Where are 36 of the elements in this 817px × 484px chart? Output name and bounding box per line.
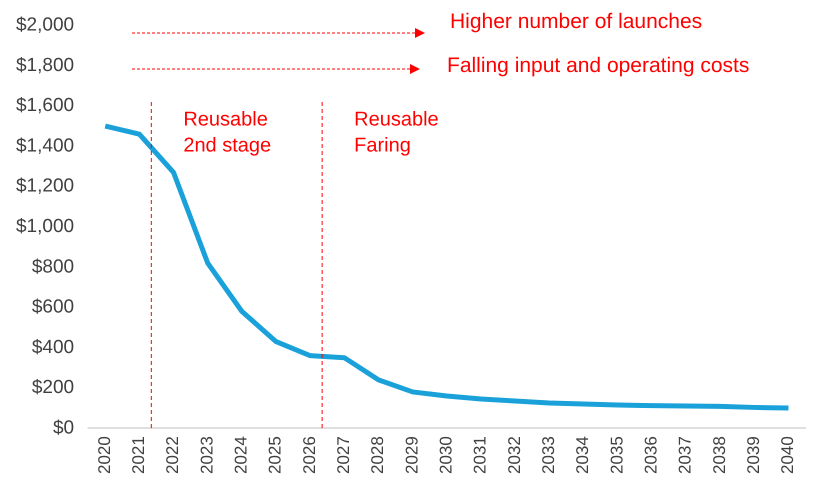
y-tick-label: $800 bbox=[32, 256, 74, 278]
x-tick-label: 2040 bbox=[778, 436, 798, 474]
x-tick-label: 2024 bbox=[232, 436, 251, 474]
x-tick-label: 2028 bbox=[368, 436, 388, 474]
x-tick-label: 2022 bbox=[163, 436, 182, 474]
y-tick-label: $1,400 bbox=[16, 135, 74, 156]
y-tick-label: $600 bbox=[32, 296, 74, 318]
y-tick-label: $200 bbox=[32, 377, 74, 398]
annotation: Falling input and operating costs bbox=[447, 54, 750, 78]
y-tick-label: $1,800 bbox=[16, 54, 74, 76]
x-tick-label: 2031 bbox=[470, 436, 490, 474]
x-tick-label: 2033 bbox=[539, 436, 558, 474]
x-tick-label: 2038 bbox=[710, 436, 729, 474]
x-tick-label: 2029 bbox=[402, 436, 422, 474]
annotation: Higher number of launches bbox=[450, 10, 702, 34]
x-tick-label: 2036 bbox=[641, 436, 660, 474]
x-tick-label: 2037 bbox=[676, 436, 695, 474]
y-tick-label: $1,000 bbox=[16, 216, 74, 238]
x-tick-label: 2020 bbox=[94, 436, 114, 474]
y-tick-label: $400 bbox=[32, 336, 74, 358]
ref-line-label: Reusable Faring bbox=[354, 108, 439, 157]
x-tick-label: 2026 bbox=[300, 436, 319, 474]
y-tick-label: $0 bbox=[52, 417, 74, 438]
x-tick-label: 2034 bbox=[573, 436, 592, 474]
ref-line-label: Reusable 2nd stage bbox=[183, 108, 272, 157]
y-tick-label: $2,000 bbox=[16, 14, 74, 36]
x-tick-label: 2035 bbox=[607, 436, 626, 474]
x-tick-label: 2030 bbox=[436, 436, 456, 474]
x-tick-label: 2027 bbox=[334, 436, 354, 474]
x-tick-label: 2021 bbox=[129, 436, 148, 474]
x-tick-label: 2023 bbox=[197, 436, 216, 474]
y-tick-label: $1,200 bbox=[16, 176, 74, 197]
x-tick-label: 2025 bbox=[266, 436, 285, 474]
x-tick-label: 2032 bbox=[504, 436, 524, 474]
x-tick-label: 2039 bbox=[744, 436, 763, 474]
y-tick-label: $1,600 bbox=[16, 95, 74, 116]
